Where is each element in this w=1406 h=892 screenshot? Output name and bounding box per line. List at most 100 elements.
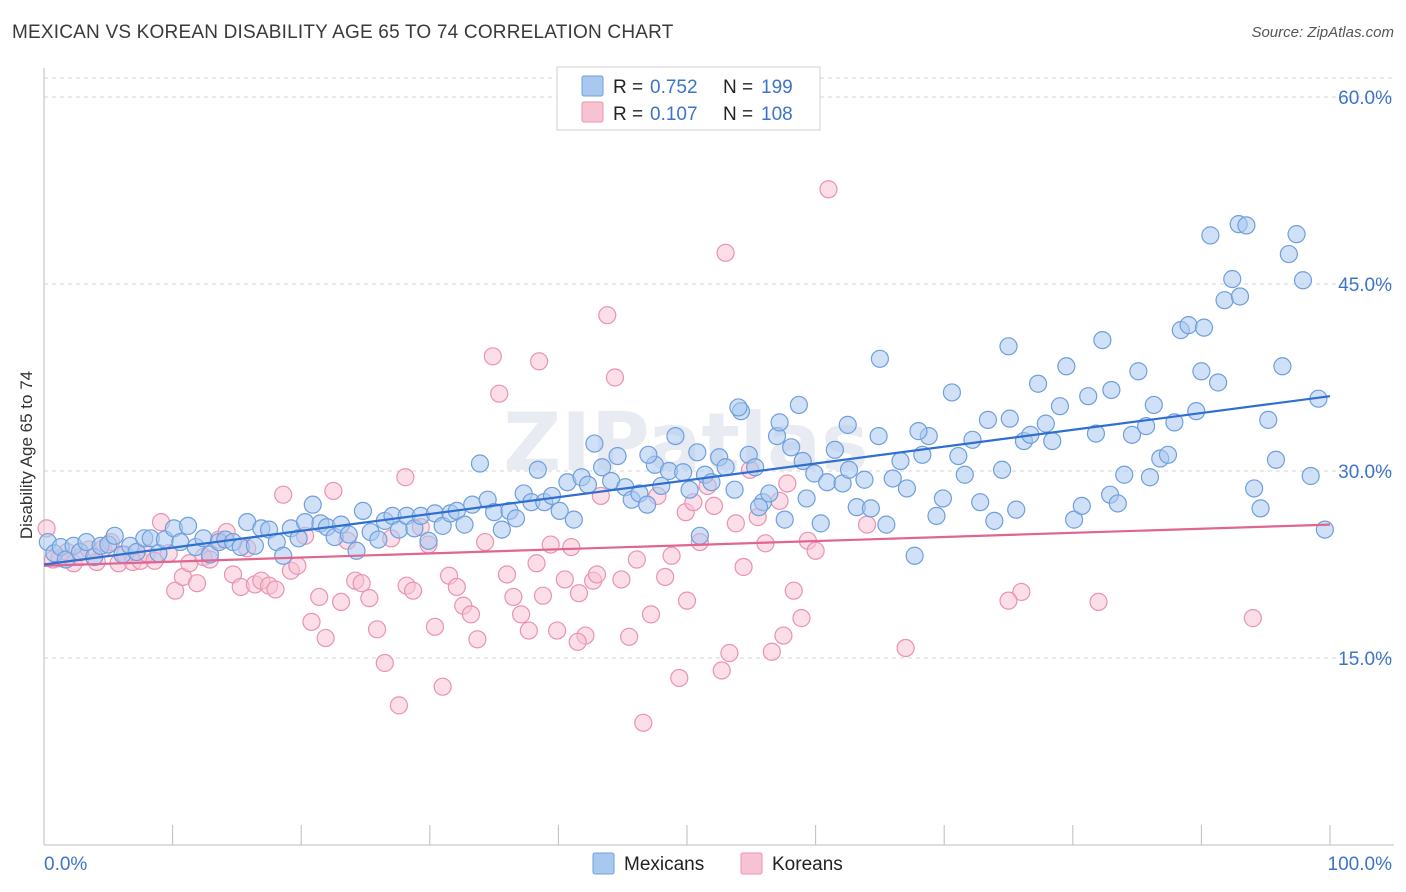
mexicans-point bbox=[492, 520, 511, 539]
legend-n-value-koreans: 108 bbox=[761, 104, 793, 125]
mexicans-point bbox=[1036, 414, 1055, 433]
koreans-point bbox=[519, 621, 538, 640]
mexicans-point bbox=[942, 383, 962, 402]
koreans-point bbox=[555, 570, 574, 589]
mexicans-point bbox=[353, 501, 373, 520]
koreans-point bbox=[1012, 582, 1031, 602]
mexicans-point bbox=[825, 440, 844, 459]
koreans-point bbox=[468, 630, 487, 649]
mexicans-point bbox=[1209, 373, 1228, 392]
legend-swatch-koreans bbox=[581, 101, 604, 123]
mexicans-point bbox=[883, 469, 902, 488]
mexicans-point bbox=[1122, 425, 1142, 444]
y-tick-label: 15.0% bbox=[1338, 649, 1392, 670]
x-tick-label-max: 100.0% bbox=[1328, 854, 1393, 875]
koreans-point bbox=[670, 668, 689, 688]
mexicans-point bbox=[1086, 424, 1106, 443]
koreans-point bbox=[403, 581, 423, 600]
chart-title: MEXICAN VS KOREAN DISABILITY AGE 65 TO 7… bbox=[12, 22, 674, 43]
mexicans-point bbox=[949, 446, 968, 466]
mexicans-point bbox=[1007, 500, 1026, 519]
koreans-point bbox=[475, 532, 495, 552]
legend-swatch-mexicans bbox=[581, 75, 604, 97]
koreans-point bbox=[716, 243, 735, 262]
mexicans-point bbox=[1237, 216, 1256, 235]
mexicans-point bbox=[688, 443, 707, 462]
koreans-point bbox=[806, 541, 825, 560]
mexicans-point bbox=[339, 525, 358, 544]
mexicans-point bbox=[295, 513, 315, 532]
mexicans-point bbox=[749, 498, 769, 517]
koreans-point bbox=[274, 485, 293, 504]
koreans-point bbox=[784, 581, 803, 600]
x-tick-label-min: 0.0% bbox=[44, 854, 87, 875]
mexicans-point bbox=[999, 337, 1018, 356]
mexicans-point bbox=[690, 526, 709, 545]
koreans-point bbox=[734, 557, 753, 577]
mexicans-point bbox=[985, 511, 1004, 530]
mexicans-point bbox=[1279, 244, 1298, 264]
mexicans-point bbox=[245, 536, 265, 555]
mexicans-point bbox=[1000, 409, 1019, 428]
mexicans-point bbox=[1129, 362, 1148, 381]
mexicans-point bbox=[818, 473, 837, 492]
mexicans-point bbox=[578, 475, 598, 494]
koreans-point bbox=[627, 550, 646, 569]
mexicans-point bbox=[289, 529, 308, 548]
legend-r-label-koreans: R = bbox=[613, 104, 643, 125]
koreans-point bbox=[641, 605, 661, 624]
mexicans-point bbox=[855, 470, 874, 489]
koreans-point bbox=[662, 546, 681, 565]
top-legend: R = 0.752 N = 199 R = 0.107 N = 108 bbox=[556, 66, 821, 131]
mexicans-point bbox=[593, 458, 612, 477]
mexicans-point bbox=[1266, 450, 1286, 469]
koreans-point bbox=[792, 609, 811, 628]
legend-n-value-mexicans: 199 bbox=[761, 77, 793, 98]
mexicans-point bbox=[303, 495, 322, 514]
koreans-point bbox=[461, 605, 481, 624]
mexicans-point bbox=[369, 530, 388, 549]
source-credit: Source: ZipAtlas.com bbox=[1251, 24, 1394, 41]
bottom-legend-swatch-mexicans bbox=[592, 852, 615, 875]
koreans-point bbox=[360, 589, 379, 608]
mexicans-point bbox=[1050, 397, 1070, 416]
grid-lines bbox=[44, 77, 1394, 659]
mexicans-point bbox=[1187, 402, 1206, 421]
mexicans-point bbox=[869, 426, 888, 446]
mexicans-point bbox=[680, 480, 699, 499]
mexicans-point bbox=[1043, 431, 1062, 451]
koreans-point bbox=[587, 565, 607, 584]
koreans-point bbox=[266, 580, 285, 599]
mexicans-point bbox=[652, 476, 671, 496]
mexicans-point bbox=[775, 510, 794, 529]
mexicans-point bbox=[1201, 226, 1220, 245]
koreans-point bbox=[490, 384, 509, 403]
koreans-point bbox=[331, 592, 351, 612]
koreans-point bbox=[712, 661, 731, 680]
koreans-point bbox=[999, 591, 1018, 610]
mexicans-point bbox=[725, 480, 744, 499]
mexicans-point bbox=[955, 465, 974, 484]
koreans-point bbox=[569, 584, 589, 603]
y-tick-label: 30.0% bbox=[1338, 462, 1392, 483]
mexicans-point bbox=[1194, 318, 1214, 337]
koreans-point bbox=[530, 352, 549, 371]
mexicans-point bbox=[1301, 466, 1320, 486]
koreans-point bbox=[288, 556, 307, 575]
y-tick-labels: 15.0% 30.0% 45.0% 60.0% bbox=[1338, 88, 1392, 670]
koreans-point bbox=[548, 621, 567, 640]
koreans-point bbox=[1243, 609, 1262, 628]
mexicans-point bbox=[933, 489, 953, 508]
mexicans-point bbox=[1245, 479, 1264, 498]
mexicans-point bbox=[1215, 291, 1234, 310]
mexicans-point bbox=[729, 398, 748, 417]
koreans-point bbox=[720, 643, 739, 663]
mexicans-point bbox=[542, 486, 562, 506]
mexicans-point bbox=[877, 515, 896, 534]
mexicans-point bbox=[891, 451, 910, 471]
koreans-point bbox=[187, 574, 207, 593]
koreans-point bbox=[367, 620, 387, 639]
mexicans-point bbox=[760, 484, 779, 503]
koreans-point bbox=[310, 587, 329, 607]
mexicans-point bbox=[909, 422, 928, 441]
